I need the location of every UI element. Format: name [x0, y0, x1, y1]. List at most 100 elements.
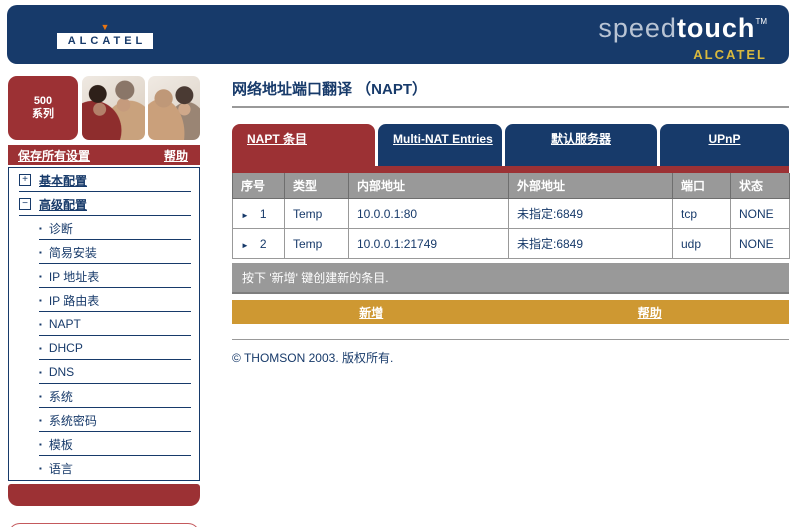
menu-label: DHCP [48, 341, 83, 355]
menu-divider [39, 359, 191, 360]
sidebar-next-panel [8, 523, 200, 527]
bullet-icon: ▪ [39, 391, 42, 401]
menu-divider [39, 263, 191, 264]
cell-inside-address: 10.0.0.1:21749 [348, 228, 509, 259]
brand-touch: touch [676, 13, 756, 43]
menu-item-dns[interactable]: ▪ DNS [9, 360, 199, 384]
menu-divider [19, 215, 191, 216]
menu-label: NAPT [48, 317, 81, 331]
col-type: 类型 [284, 173, 349, 199]
bullet-icon: ▪ [39, 295, 42, 305]
row-marker-icon[interactable]: ► [241, 240, 249, 250]
menu-label: IP 路由表 [48, 293, 100, 308]
menu-item-language[interactable]: ▪ 语言 [9, 456, 199, 480]
menu-item-diagnostics[interactable]: ▪ 诊断 [9, 216, 199, 240]
tab-label: UPnP [708, 132, 741, 146]
table-row: ► 2 Temp 10.0.0.1:21749 未指定:6849 udp NONE [232, 228, 790, 259]
tab-napt-entries[interactable]: NAPT 条目 [232, 124, 375, 166]
menu-label: 模板 [48, 437, 73, 452]
menu-item-easy-setup[interactable]: ▪ 简易安装 [9, 240, 199, 264]
bullet-icon: ▪ [39, 415, 42, 425]
menu-item-ip-address-table[interactable]: ▪ IP 地址表 [9, 264, 199, 288]
menu-divider [39, 287, 191, 288]
menu-item-advanced-config[interactable]: − 高级配置 [9, 192, 199, 216]
cell-inside-address: 10.0.0.1:80 [348, 198, 509, 229]
menu-divider [39, 239, 191, 240]
speedtouch-brand: speedtouchTM ALCATEL [598, 14, 767, 62]
tab-upnp[interactable]: UPnP [660, 124, 789, 166]
menu-label: 系统 [48, 389, 73, 404]
cell-index: ► 1 [232, 198, 285, 229]
menu-divider [39, 431, 191, 432]
cell-state: NONE [730, 198, 790, 229]
menu-item-system[interactable]: ▪ 系统 [9, 384, 199, 408]
page-title: 网络地址端口翻译 （NAPT） [232, 78, 789, 108]
menu-divider [39, 407, 191, 408]
tab-multi-nat-entries[interactable]: Multi-NAT Entries [378, 124, 502, 166]
menu-divider [39, 335, 191, 336]
sidebar: 500 系列 保存所有设置 帮助 + 基本配置 − 高级配置 [8, 76, 200, 527]
menu-item-dhcp[interactable]: ▪ DHCP [9, 336, 199, 360]
napt-table: 序号 类型 内部地址 外部地址 端口 状态 ► 1 Temp 10.0.0.1:8… [232, 173, 790, 259]
alcatel-triangle-icon: ▼ [100, 22, 110, 32]
bullet-icon: ▪ [39, 223, 42, 233]
menu-label: DNS [48, 365, 75, 379]
row-index: 1 [259, 206, 267, 221]
series-line1: 500 [33, 95, 53, 107]
tab-label: 默认服务器 [550, 132, 611, 146]
new-button[interactable]: 新增 [359, 305, 384, 320]
bullet-icon: ▪ [39, 463, 42, 473]
table-row: ► 1 Temp 10.0.0.1:80 未指定:6849 tcp NONE [232, 198, 790, 229]
bullet-icon: ▪ [39, 367, 42, 377]
expand-icon[interactable]: + [19, 174, 31, 186]
table-header-row: 序号 类型 内部地址 外部地址 端口 状态 [232, 173, 790, 199]
series-500-badge: 500 系列 [8, 76, 78, 140]
menu-label: 语言 [48, 461, 73, 476]
sidebar-links-bar: 保存所有设置 帮助 [8, 145, 200, 165]
sidebar-top: 500 系列 [8, 76, 200, 140]
col-outside-address: 外部地址 [508, 173, 673, 199]
cell-type: Temp [284, 198, 349, 229]
main-content: 网络地址端口翻译 （NAPT） NAPT 条目 Multi-NAT Entrie… [232, 78, 790, 366]
menu-divider [39, 383, 191, 384]
cell-port: tcp [672, 198, 731, 229]
bullet-icon: ▪ [39, 271, 42, 281]
menu-divider [39, 311, 191, 312]
alcatel-logo: ▼ ALCATEL [57, 23, 153, 49]
col-index: 序号 [232, 173, 285, 199]
active-tab-strip [232, 166, 789, 173]
tab-label: NAPT 条目 [247, 132, 308, 146]
help-button[interactable]: 帮助 [637, 305, 662, 320]
collapse-icon[interactable]: − [19, 198, 31, 210]
menu-label: 高级配置 [39, 197, 88, 212]
action-bar: 新增 帮助 [232, 300, 789, 324]
sidebar-bottom-bar [8, 484, 200, 506]
menu-item-templates[interactable]: ▪ 模板 [9, 432, 199, 456]
menu-item-system-password[interactable]: ▪ 系统密码 [9, 408, 199, 432]
brand-speed: speed [598, 13, 677, 43]
cell-outside-address: 未指定:6849 [508, 228, 673, 259]
hint-bar: 按下 '新增' 键创建新的条目. [232, 263, 789, 294]
bullet-icon: ▪ [39, 319, 42, 329]
save-all-settings-link[interactable]: 保存所有设置 [18, 148, 91, 163]
brand-subtitle: ALCATEL [693, 47, 767, 62]
row-marker-icon[interactable]: ► [241, 210, 249, 220]
alcatel-logo-text: ALCATEL [57, 33, 153, 49]
action-new-area: 新增 [232, 300, 511, 324]
sidebar-help-link[interactable]: 帮助 [163, 148, 188, 163]
footer-divider [232, 339, 789, 340]
menu-item-ip-route-table[interactable]: ▪ IP 路由表 [9, 288, 199, 312]
tab-bar: NAPT 条目 Multi-NAT Entries 默认服务器 UPnP [232, 124, 789, 166]
copyright-text: © THOMSON 2003. 版权所有. [232, 351, 394, 365]
cell-outside-address: 未指定:6849 [508, 198, 673, 229]
bullet-icon: ▪ [39, 247, 42, 257]
cell-type: Temp [284, 228, 349, 259]
action-help-area: 帮助 [511, 300, 790, 324]
cell-index: ► 2 [232, 228, 285, 259]
tab-default-server[interactable]: 默认服务器 [505, 124, 657, 166]
menu-item-basic-config[interactable]: + 基本配置 [9, 168, 199, 192]
brand-trademark: TM [755, 17, 767, 26]
menu-item-napt[interactable]: ▪ NAPT [9, 312, 199, 336]
menu-label: 系统密码 [48, 413, 97, 428]
